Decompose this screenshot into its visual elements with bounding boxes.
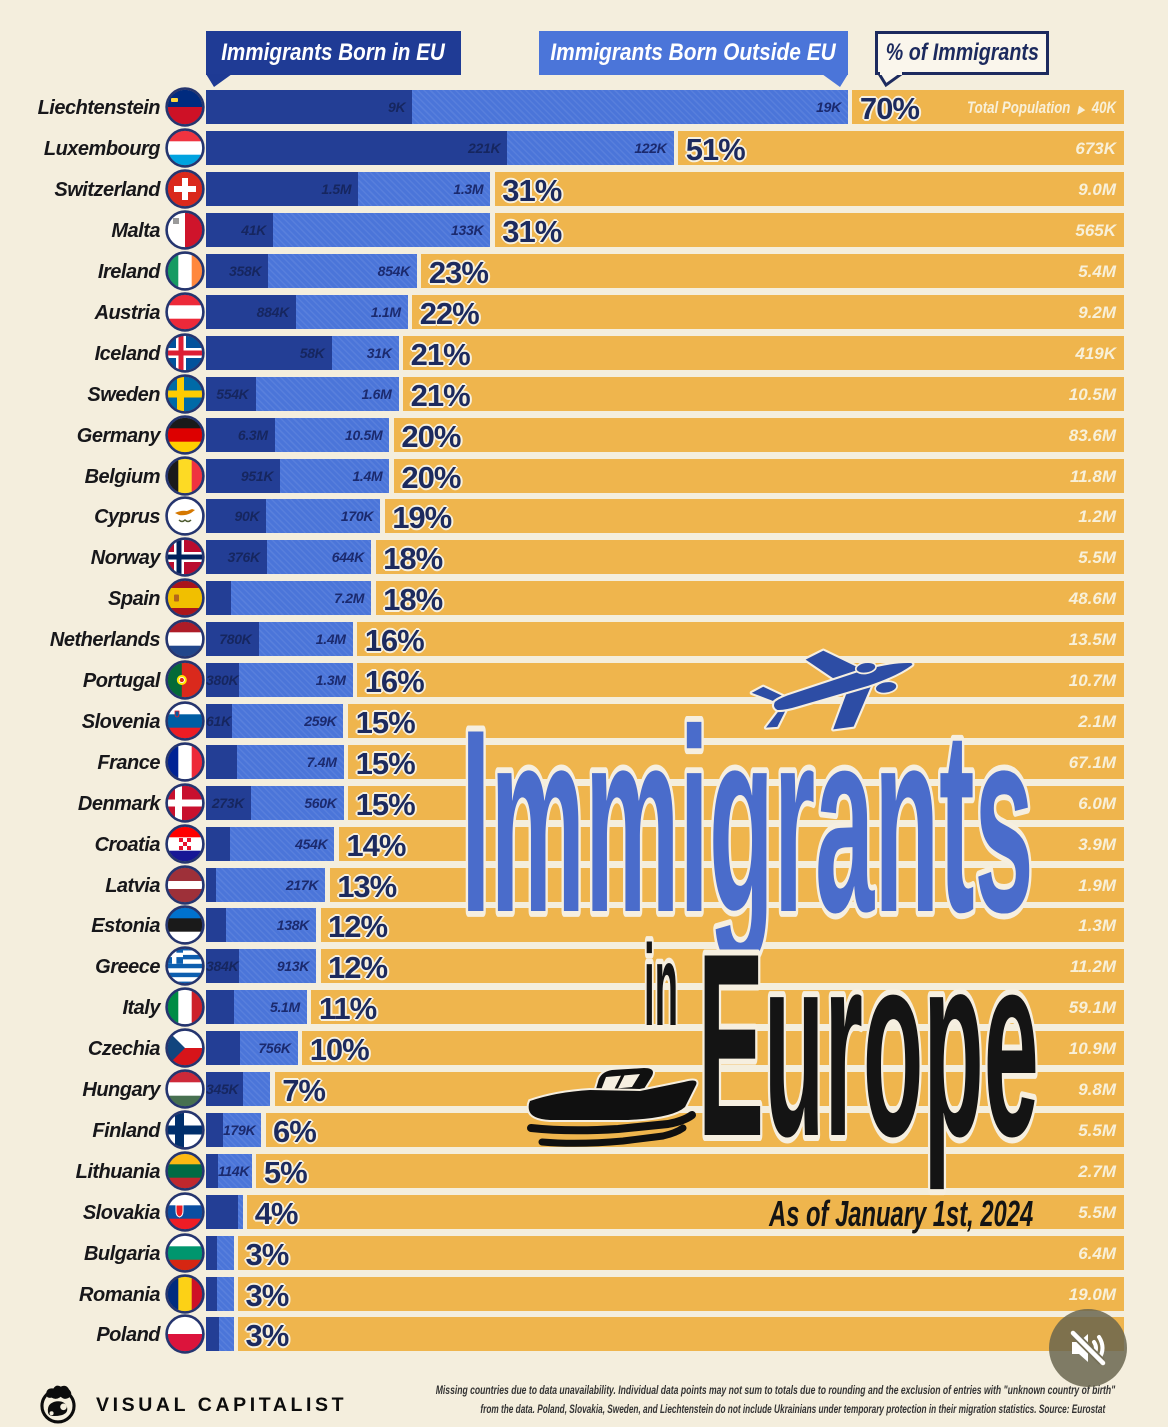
svg-text:Europe: Europe — [698, 898, 1039, 1190]
svg-text:Immigrants: Immigrants — [461, 677, 1034, 968]
svg-text:in: in — [644, 922, 678, 1051]
